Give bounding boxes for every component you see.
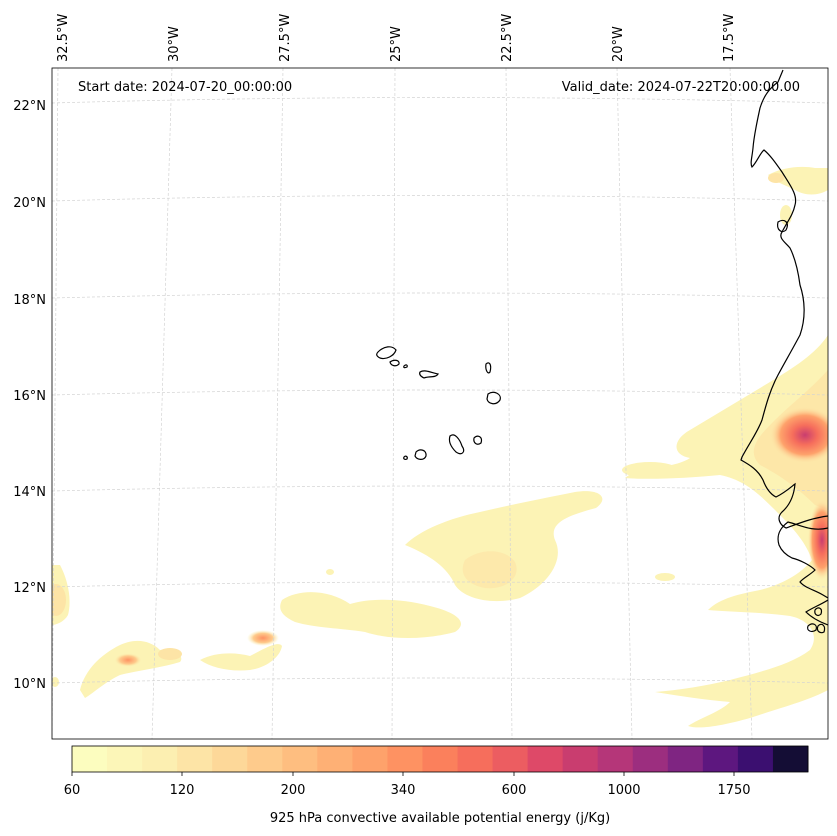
cape-field-west-tiny bbox=[326, 569, 334, 575]
lon-label: 32.5°W bbox=[56, 14, 71, 62]
colorbar-tick-label: 1000 bbox=[607, 783, 640, 798]
island-santo-antao bbox=[376, 346, 397, 360]
colorbar-tick-label: 340 bbox=[391, 783, 416, 798]
island-maio bbox=[473, 435, 483, 445]
start-date-label: Start date: 2024-07-20_00:00:00 bbox=[78, 80, 292, 95]
valid-date-label: Valid_date: 2024-07-22T20:00:00.00 bbox=[562, 80, 800, 95]
cape-field-mid bbox=[280, 592, 461, 638]
colorbar-swatch bbox=[457, 746, 494, 772]
guinea-coast bbox=[805, 599, 828, 626]
lat-label: 10°N bbox=[13, 677, 46, 692]
lat-label: 20°N bbox=[13, 196, 46, 211]
colorbar-tick-label: 200 bbox=[281, 783, 306, 798]
coastlines bbox=[740, 69, 828, 634]
lon-label: 17.5°W bbox=[722, 14, 737, 62]
gridlines bbox=[52, 68, 828, 739]
colorbar-swatch bbox=[632, 746, 669, 772]
colorbar-title: 925 hPa convective available potential e… bbox=[270, 811, 610, 826]
bijagos-3 bbox=[816, 623, 826, 634]
island-santiago bbox=[448, 434, 465, 455]
colorbar-swatch bbox=[387, 746, 423, 772]
lon-label: 25°W bbox=[389, 26, 404, 62]
island-santa-luzia bbox=[403, 364, 408, 369]
longitude-labels: 32.5°W 30°W 27.5°W 25°W 22.5°W 20°W 17.5… bbox=[56, 14, 737, 62]
colorbar-ticks bbox=[71, 772, 735, 776]
colorbar-swatch bbox=[597, 746, 634, 772]
lon-label: 27.5°W bbox=[278, 14, 293, 62]
colorbar-swatches bbox=[72, 746, 809, 772]
cape-field-west-tiny2 bbox=[52, 677, 59, 687]
lon-label: 22.5°W bbox=[500, 14, 515, 62]
colorbar-swatch bbox=[667, 746, 704, 772]
island-boa-vista bbox=[486, 391, 501, 405]
lat-label: 22°N bbox=[13, 99, 46, 114]
island-sao-vicente bbox=[389, 359, 400, 367]
colorbar-swatch bbox=[527, 746, 564, 772]
colorbar-tick-label: 120 bbox=[170, 783, 195, 798]
north-coast-islet bbox=[777, 219, 788, 233]
colorbar-swatch bbox=[282, 746, 318, 772]
bijagos-1 bbox=[814, 607, 823, 616]
cape-field-offshore bbox=[405, 491, 603, 602]
colorbar-tick-label: 60 bbox=[64, 783, 81, 798]
colorbar-swatch bbox=[737, 746, 774, 772]
map-frame bbox=[51, 67, 829, 740]
island-sal bbox=[485, 362, 492, 374]
cape-shading bbox=[52, 166, 828, 728]
cape-field-west-band2 bbox=[200, 644, 282, 671]
colorbar-swatch bbox=[177, 746, 213, 772]
colorbar-swatch bbox=[562, 746, 599, 772]
cape-field-spot-a bbox=[247, 630, 279, 646]
lat-label: 16°N bbox=[13, 389, 46, 404]
colorbar-swatch bbox=[142, 746, 178, 772]
colorbar-swatch bbox=[772, 746, 809, 772]
colorbar-swatch bbox=[492, 746, 529, 772]
map-panel bbox=[51, 67, 829, 740]
colorbar-tick-label: 600 bbox=[502, 783, 527, 798]
colorbar-swatch bbox=[72, 746, 108, 772]
lat-label: 18°N bbox=[13, 293, 46, 308]
cape-field-spot-c bbox=[158, 648, 182, 660]
cape-field-left-edge-core bbox=[52, 584, 66, 616]
lat-label: 12°N bbox=[13, 581, 46, 596]
colorbar-swatch bbox=[107, 746, 143, 772]
map-background bbox=[52, 68, 828, 739]
colorbar: 60 120 200 340 600 1000 1750 925 hPa con… bbox=[64, 745, 809, 826]
cape-field-south-edge bbox=[655, 573, 675, 581]
colorbar-swatch bbox=[352, 746, 388, 772]
colorbar-swatch bbox=[702, 746, 739, 772]
cape-field-hotspot-senegal bbox=[770, 407, 828, 463]
cape-field-west-band bbox=[80, 640, 182, 698]
latitude-labels: 22°N 20°N 18°N 16°N 14°N 12°N 10°N bbox=[13, 99, 46, 692]
island-sao-nicolau bbox=[419, 370, 439, 379]
lon-label: 30°W bbox=[167, 26, 182, 62]
cape-field-offshore-core bbox=[462, 551, 517, 589]
africa-coast bbox=[740, 69, 828, 529]
colorbar-tick-label: 1750 bbox=[717, 783, 750, 798]
cape-verde-islands bbox=[376, 346, 501, 460]
bijagos-2 bbox=[807, 623, 817, 632]
colorbar-swatch bbox=[212, 746, 248, 772]
colorbar-frame bbox=[71, 745, 809, 773]
colorbar-swatch bbox=[247, 746, 283, 772]
cape-field-hotspot-gambia bbox=[808, 500, 828, 580]
cape-field-north-spot bbox=[768, 173, 784, 183]
cape-field-spot-b bbox=[114, 653, 142, 667]
colorbar-swatch bbox=[422, 746, 459, 772]
lat-label: 14°N bbox=[13, 485, 46, 500]
island-fogo bbox=[414, 449, 427, 460]
lon-label: 20°W bbox=[611, 26, 626, 62]
cape-field-14n bbox=[622, 462, 678, 478]
colorbar-swatch bbox=[317, 746, 353, 772]
guinea-bissau-coast bbox=[777, 521, 828, 599]
island-brava bbox=[403, 455, 408, 460]
